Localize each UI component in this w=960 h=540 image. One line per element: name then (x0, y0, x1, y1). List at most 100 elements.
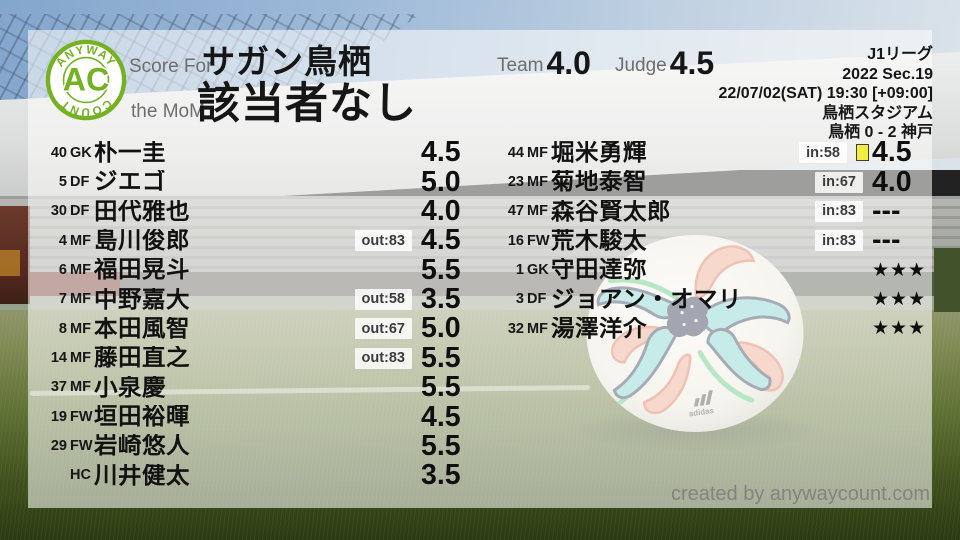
player-row: 3 DF ジョアン・オマリ ★★★ (497, 285, 933, 314)
player-name: ジョアン・オマリ (551, 287, 743, 312)
substitution-badge: out:58 (354, 288, 412, 310)
player-position: FW (527, 232, 550, 249)
player-name: 湯澤洋介 (551, 316, 647, 341)
stadium-left-adboard (0, 250, 20, 276)
player-number: 30 (50, 203, 67, 220)
mom-value: 該当者なし (197, 80, 417, 128)
player-rating: 4.5 (421, 224, 461, 257)
player-row: 7 MF 中野嘉大 out:58 3.5 (40, 285, 470, 314)
player-number: 40 (50, 144, 67, 161)
anywaycount-logo: ANYWAY COUNT AC (45, 39, 127, 121)
player-position: DF (70, 174, 90, 191)
player-number: 4 (58, 232, 67, 249)
player-number: 32 (507, 320, 524, 337)
player-name: 田代雅也 (94, 199, 190, 224)
player-row: 1 GK 守田達弥 ★★★ (497, 255, 933, 284)
player-row: 19 FW 垣田裕暉 4.5 (40, 402, 470, 431)
content-overlay-panel (28, 30, 932, 508)
player-rating: 4.5 (421, 136, 461, 169)
team-rating-label: Team (497, 55, 544, 76)
player-position: MF (70, 350, 91, 367)
player-name: 守田達弥 (551, 258, 647, 282)
credit-text: created by anywaycount.com (670, 483, 930, 505)
player-number: 14 (50, 350, 67, 367)
player-position: MF (70, 320, 91, 337)
player-name: 朴一圭 (94, 140, 166, 165)
player-row: 8 MF 本田風智 out:67 5.0 (40, 314, 470, 343)
player-row: 44 MF 堀米勇輝 in:58 4.5 (497, 138, 933, 167)
substitution-badge: in:83 (815, 230, 863, 252)
player-number: 47 (507, 203, 524, 220)
player-position: FW (70, 408, 93, 425)
substitution-badge: in:58 (799, 142, 847, 164)
season-section: 2022 Sec.19 (842, 65, 933, 83)
player-position: FW (70, 438, 93, 455)
player-row: 16 FW 荒木駿太 in:83 --- (497, 226, 933, 255)
player-rating: 5.5 (421, 371, 461, 404)
player-name: 菊地泰智 (551, 170, 647, 194)
team-name: サガン鳥栖 (202, 43, 372, 80)
player-row: 5 DF ジエゴ 5.0 (40, 167, 470, 196)
player-name: 中野嘉大 (94, 287, 190, 312)
player-rating: 4.5 (872, 136, 912, 169)
right-hedge (934, 248, 960, 312)
player-position: HC (70, 467, 91, 484)
substitution-badge: in:83 (815, 200, 863, 222)
player-number: 7 (58, 291, 67, 308)
player-position: MF (527, 174, 548, 191)
judge-rating-label: Judge (614, 55, 667, 76)
player-position: MF (527, 144, 548, 161)
player-position: MF (70, 232, 91, 249)
match-info: J1リーグ 2022 Sec.19 22/07/02(SAT) 19:30 [+… (719, 45, 933, 143)
player-rating: ★★★ (872, 318, 927, 340)
player-name: 堀米勇輝 (551, 140, 647, 165)
kickoff-datetime: 22/07/02(SAT) 19:30 [+09:00] (718, 85, 933, 102)
yellow-card-icon (856, 144, 869, 162)
player-position: DF (527, 291, 547, 308)
player-rating: 5.0 (421, 165, 461, 198)
player-row: 14 MF 藤田直之 out:83 5.5 (40, 343, 470, 372)
player-position: GK (70, 144, 92, 161)
player-rating: 4.0 (872, 165, 912, 198)
player-name: 岩崎悠人 (94, 434, 190, 458)
score-for-label: Score For (129, 56, 213, 77)
starters-list: 40 GK 朴一圭 4.5 5 DF ジエゴ 5.0 30 DF 田代雅也 4.… (40, 138, 470, 490)
player-number: 3 (515, 291, 524, 308)
player-position: MF (70, 379, 91, 396)
player-rating: 4.5 (421, 400, 461, 433)
player-position: MF (70, 262, 91, 279)
player-row: 4 MF 島川俊郎 out:83 4.5 (40, 226, 470, 255)
average-ratings: Team 4.0 Judge 4.5 (497, 45, 714, 81)
player-name: 垣田裕暉 (94, 405, 190, 429)
player-number: 19 (50, 408, 67, 425)
player-rating: ★★★ (872, 259, 927, 281)
player-row: 40 GK 朴一圭 4.5 (40, 138, 470, 167)
final-score: 鳥栖 0 - 2 神戸 (828, 124, 933, 141)
player-number: 37 (50, 379, 67, 396)
player-position: MF (527, 203, 548, 220)
mom-label: the MoM (131, 101, 205, 122)
player-row: 37 MF 小泉慶 5.5 (40, 373, 470, 402)
substitution-badge: out:83 (354, 347, 412, 369)
player-rating: 5.0 (421, 312, 461, 345)
player-name: 島川俊郎 (94, 228, 190, 253)
player-name: 本田風智 (94, 316, 190, 341)
player-number: 16 (507, 232, 524, 249)
player-row: 6 MF 福田晃斗 5.5 (40, 255, 470, 284)
player-number: 5 (58, 174, 67, 191)
player-name: ジエゴ (94, 170, 166, 194)
player-position: MF (527, 320, 548, 337)
player-name: 荒木駿太 (551, 228, 647, 253)
player-name: 小泉慶 (94, 375, 166, 400)
substitution-badge: out:67 (354, 318, 412, 340)
player-number: 29 (50, 438, 67, 455)
player-number: 23 (507, 174, 524, 191)
player-name: 藤田直之 (94, 346, 190, 370)
subs-and-bench-list: 44 MF 堀米勇輝 in:58 4.5 23 MF 菊地泰智 in:67 4.… (497, 138, 933, 343)
substitution-badge: in:67 (815, 171, 863, 193)
player-rating: 5.5 (421, 429, 461, 462)
player-rating: --- (872, 195, 901, 228)
player-position: DF (70, 203, 90, 220)
player-number: 8 (58, 320, 67, 337)
